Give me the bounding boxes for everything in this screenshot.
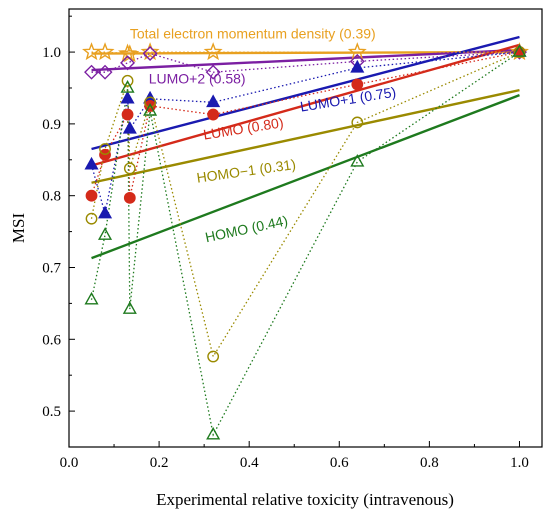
data-point xyxy=(84,156,99,170)
data-point xyxy=(95,42,115,61)
series-fit-line xyxy=(91,35,520,151)
data-point xyxy=(144,96,156,109)
data-point xyxy=(121,74,134,87)
data-point xyxy=(207,108,220,121)
data-point xyxy=(351,116,364,129)
data-point xyxy=(97,227,113,240)
plot-area-frame xyxy=(68,8,543,448)
series-fit-line xyxy=(91,43,520,167)
x-tick-label: 0.6 xyxy=(330,455,349,471)
series-annotation: HOMO (0.44) xyxy=(204,212,290,245)
data-point xyxy=(122,301,137,314)
series-fit-line xyxy=(91,88,520,184)
fit-lines-layer xyxy=(91,35,520,260)
series-annotation: HOMO−1 (0.31) xyxy=(196,156,297,186)
x-axis-title: Experimental relative toxicity (intraven… xyxy=(156,490,454,509)
data-point xyxy=(143,103,158,116)
x-tick-label: 0.0 xyxy=(60,455,79,471)
x-tick-label: 0.2 xyxy=(150,455,169,471)
data-point xyxy=(206,426,221,440)
data-point xyxy=(123,162,136,175)
x-tick-label: 1.0 xyxy=(510,455,529,471)
data-point xyxy=(120,55,136,71)
series-fit-line xyxy=(91,48,520,72)
x-tick-label: 0.8 xyxy=(420,455,439,471)
data-point xyxy=(82,42,102,61)
ticks-layer: 0.0 0.2 0.4 0.6 0.8 1.0 0.5 0.6 0.7 0.8 0.9 1.0 xyxy=(42,15,529,471)
y-tick-label: 0.7 xyxy=(42,260,61,276)
y-tick-label: 1.0 xyxy=(42,45,61,61)
y-tick-label: 0.8 xyxy=(42,189,61,205)
data-point xyxy=(85,189,98,202)
series-annotation: Total electron momentum density (0.39) xyxy=(130,25,376,41)
data-point xyxy=(120,80,135,93)
y-tick-label: 0.6 xyxy=(42,332,61,348)
data-point xyxy=(351,78,364,91)
y-axis-title: MSI xyxy=(9,213,28,244)
series-annotation: LUMO+1 (0.75) xyxy=(299,84,397,115)
data-point xyxy=(206,94,221,108)
data-point xyxy=(203,42,223,61)
data-point xyxy=(205,64,221,80)
series-annotation: LUMO+2 (0.58) xyxy=(149,71,246,87)
data-point xyxy=(120,90,135,104)
data-point xyxy=(350,153,365,167)
series-dotted-path xyxy=(90,51,520,214)
y-tick-label: 0.5 xyxy=(42,404,61,420)
data-point xyxy=(84,64,100,80)
data-point xyxy=(97,205,113,219)
data-point xyxy=(350,59,365,73)
data-point xyxy=(207,350,220,363)
data-point xyxy=(512,44,527,57)
data-point xyxy=(121,108,134,121)
data-point xyxy=(99,143,111,155)
series-fit-line xyxy=(91,94,520,260)
data-point xyxy=(123,191,136,204)
y-tick-label: 0.9 xyxy=(42,117,61,133)
data-points-layer xyxy=(82,42,529,440)
series-dotted-path xyxy=(90,51,520,198)
series-dotted-path xyxy=(90,51,520,359)
x-tick-label: 0.4 xyxy=(240,455,259,471)
data-point xyxy=(142,46,158,62)
data-point xyxy=(85,212,98,225)
data-point xyxy=(97,64,113,80)
data-point xyxy=(84,291,99,305)
data-point xyxy=(122,120,137,134)
data-point xyxy=(140,42,160,61)
